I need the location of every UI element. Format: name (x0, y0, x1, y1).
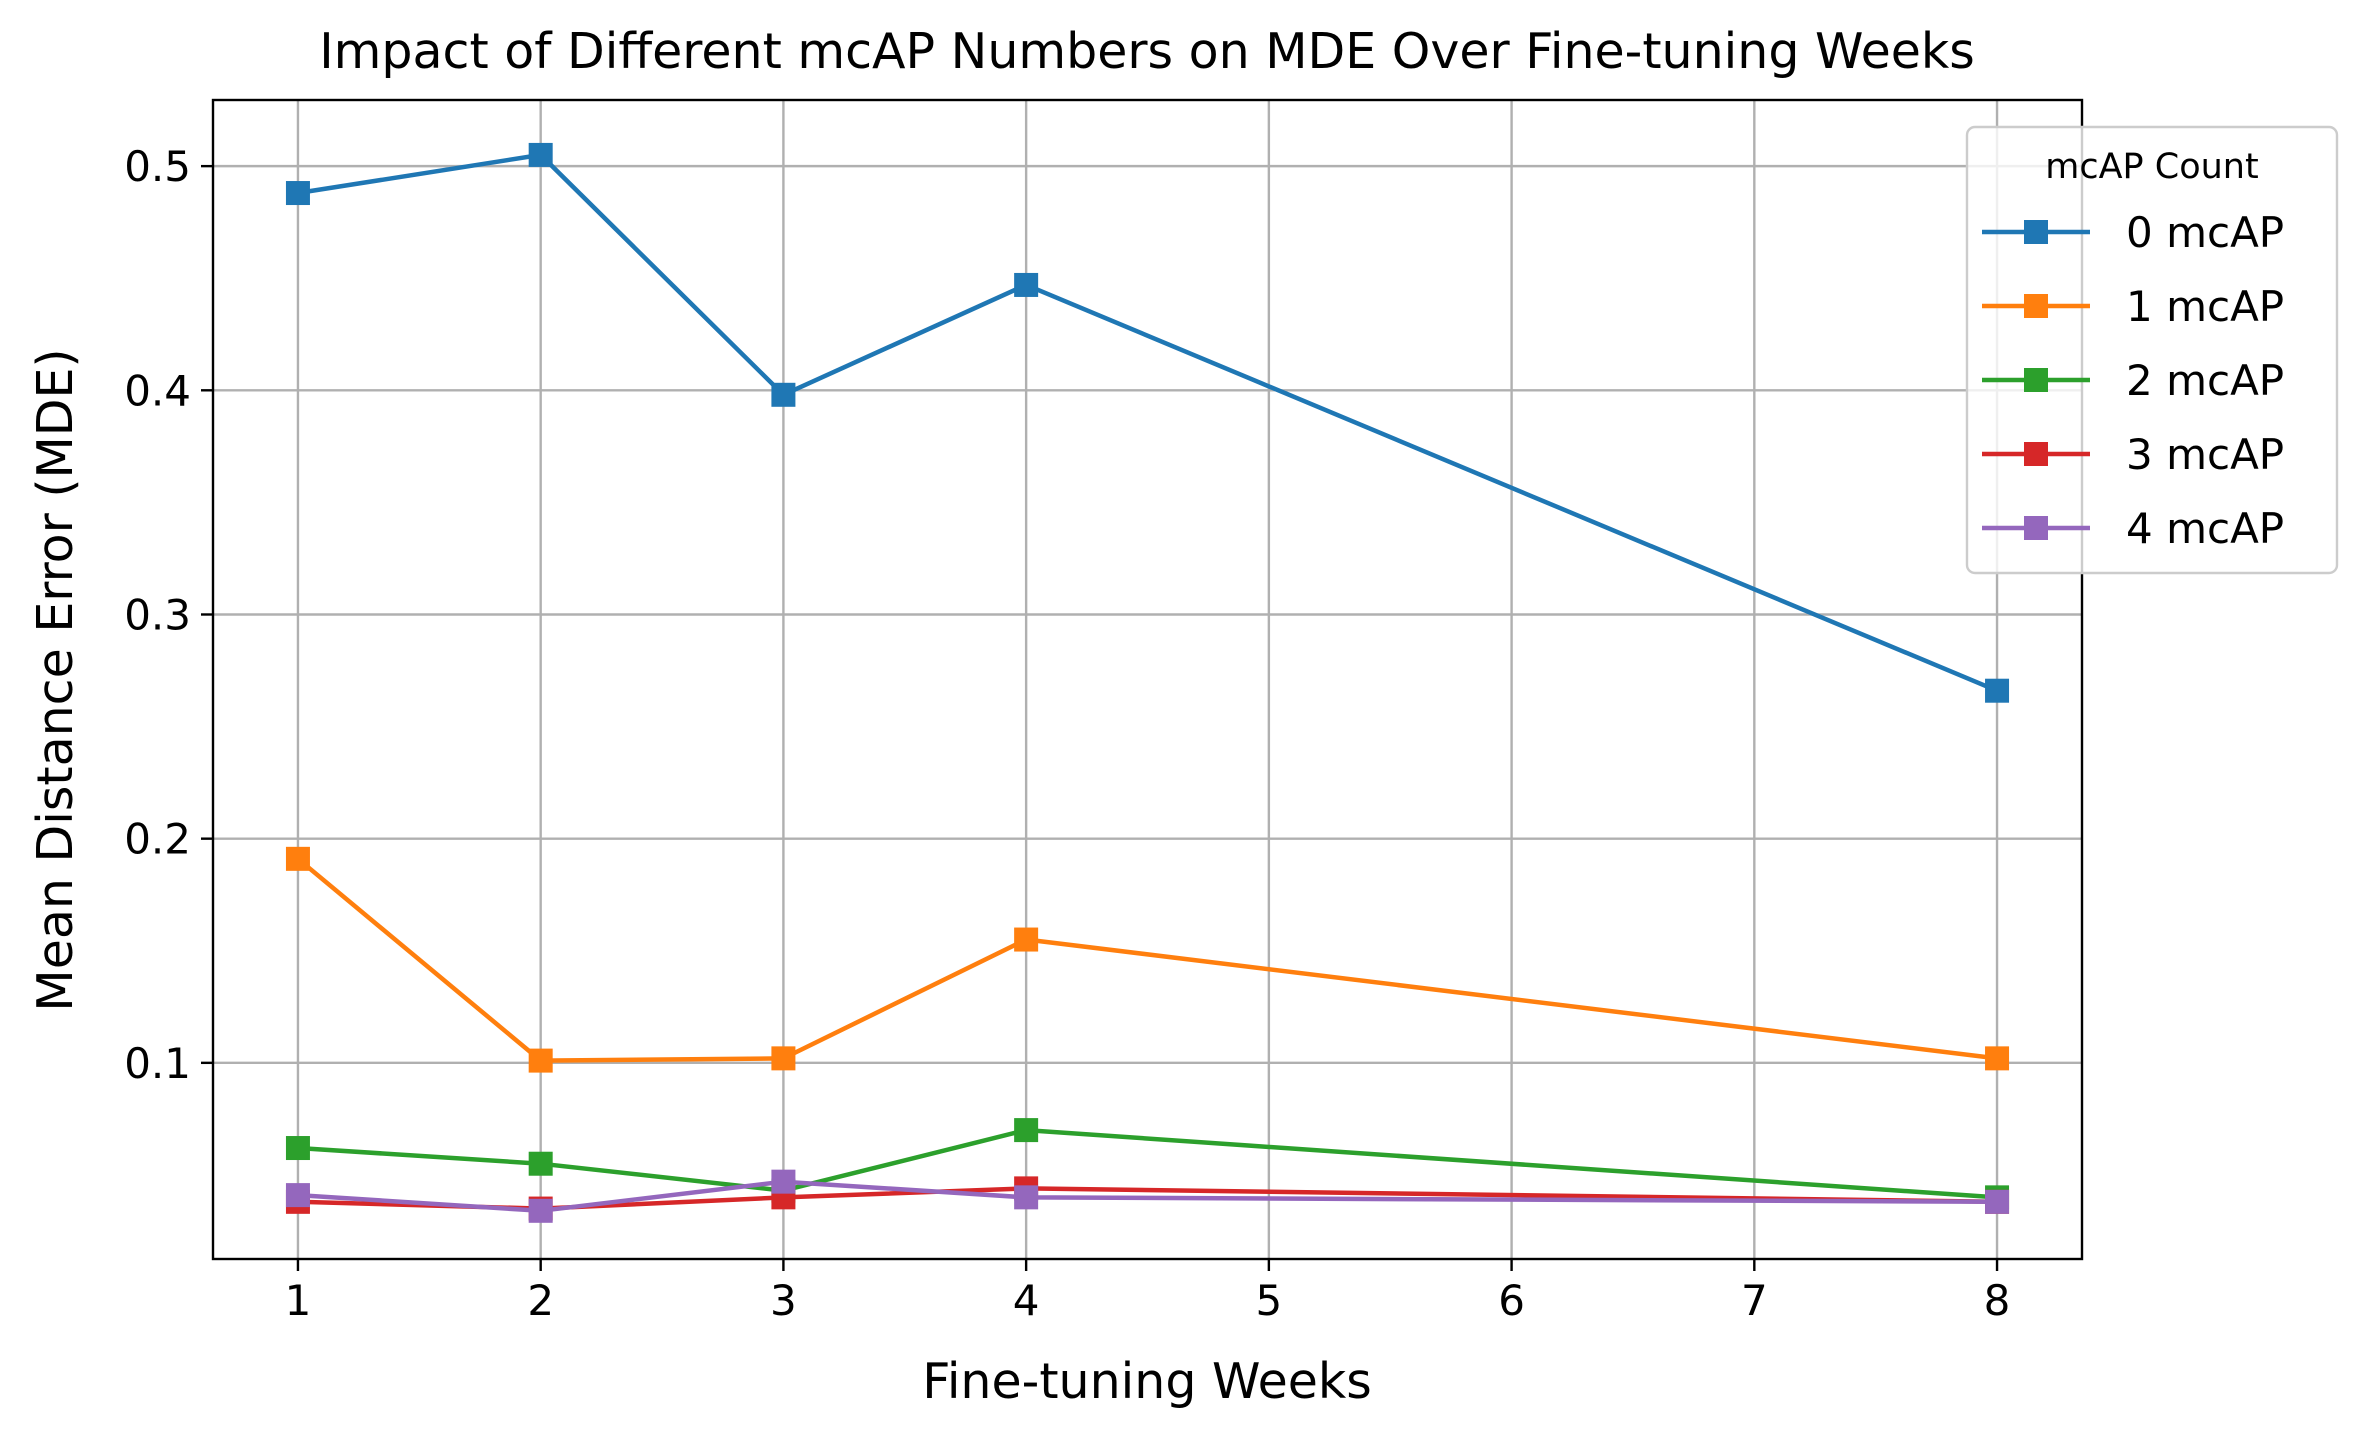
data-point (528, 1048, 553, 1073)
data-point (1014, 927, 1039, 952)
x-tick-label: 4 (1013, 1276, 1040, 1325)
legend-title: mcAP Count (2045, 147, 2258, 187)
data-point (1985, 1189, 2010, 1214)
y-tick-label: 0.3 (124, 590, 191, 639)
data-point (1014, 272, 1039, 297)
legend-label: 4 mcAP (2126, 504, 2284, 553)
y-tick-label: 0.5 (124, 142, 191, 191)
series-layer (285, 142, 2010, 1223)
data-point (1014, 1118, 1039, 1143)
x-tick-label: 3 (770, 1276, 797, 1325)
legend-entry: 0 mcAP (1982, 208, 2284, 257)
series-0 (285, 142, 2010, 703)
x-tick-label: 2 (527, 1276, 554, 1325)
legend-label: 3 mcAP (2126, 430, 2284, 479)
plot-area-frame (211, 98, 2084, 1261)
x-axis: 1 2 3 4 5 6 7 8 (285, 1259, 2011, 1325)
data-point (528, 1151, 553, 1176)
y-axis: 0.1 0.2 0.3 0.4 0.5 (124, 142, 213, 1088)
legend-entry: 1 mcAP (1982, 282, 2284, 331)
legend-label: 2 mcAP (2126, 356, 2284, 405)
series-1 (285, 846, 2010, 1073)
legend-marker (2024, 294, 2048, 318)
data-point (1014, 1185, 1039, 1210)
data-point (1985, 678, 2010, 703)
legend-marker (2024, 368, 2048, 392)
x-tick-label: 1 (285, 1276, 312, 1325)
legend-entry: 3 mcAP (1982, 430, 2284, 479)
legend-marker (2024, 442, 2048, 466)
data-point (771, 1046, 796, 1071)
legend-marker (2024, 220, 2048, 244)
y-tick-label: 0.1 (124, 1039, 191, 1088)
x-tick-label: 6 (1498, 1276, 1525, 1325)
data-point (771, 1169, 796, 1194)
x-axis-label: Fine-tuning Weeks (922, 1353, 1372, 1410)
y-tick-label: 0.4 (124, 366, 191, 415)
data-point (528, 1198, 553, 1223)
x-tick-label: 7 (1741, 1276, 1768, 1325)
x-tick-label: 8 (1984, 1276, 2011, 1325)
legend-box (1965, 125, 2339, 575)
series-4 (285, 1169, 2010, 1223)
data-point (285, 1136, 310, 1161)
legend-marker (2024, 516, 2048, 540)
y-tick-label: 0.2 (124, 815, 191, 864)
legend-entry: 4 mcAP (1982, 504, 2284, 553)
legend: mcAP Count 0 mcAP 1 mcAP 2 mcAP 3 mcAP 4 mcA… (1965, 125, 2339, 575)
data-point (285, 181, 310, 206)
data-point (285, 846, 310, 871)
data-point (528, 142, 553, 167)
data-point (771, 382, 796, 407)
legend-entries: 0 mcAP 1 mcAP 2 mcAP 3 mcAP 4 mcAP (1982, 208, 2284, 553)
y-axis-label: Mean Distance Error (MDE) (27, 348, 84, 1011)
legend-entry: 2 mcAP (1982, 356, 2284, 405)
data-point (1985, 1046, 2010, 1071)
chart-title: Impact of Different mcAP Numbers on MDE … (319, 23, 1975, 80)
legend-label: 1 mcAP (2126, 282, 2284, 331)
data-point (285, 1183, 310, 1208)
legend-label: 0 mcAP (2126, 208, 2284, 257)
x-tick-label: 5 (1255, 1276, 1282, 1325)
